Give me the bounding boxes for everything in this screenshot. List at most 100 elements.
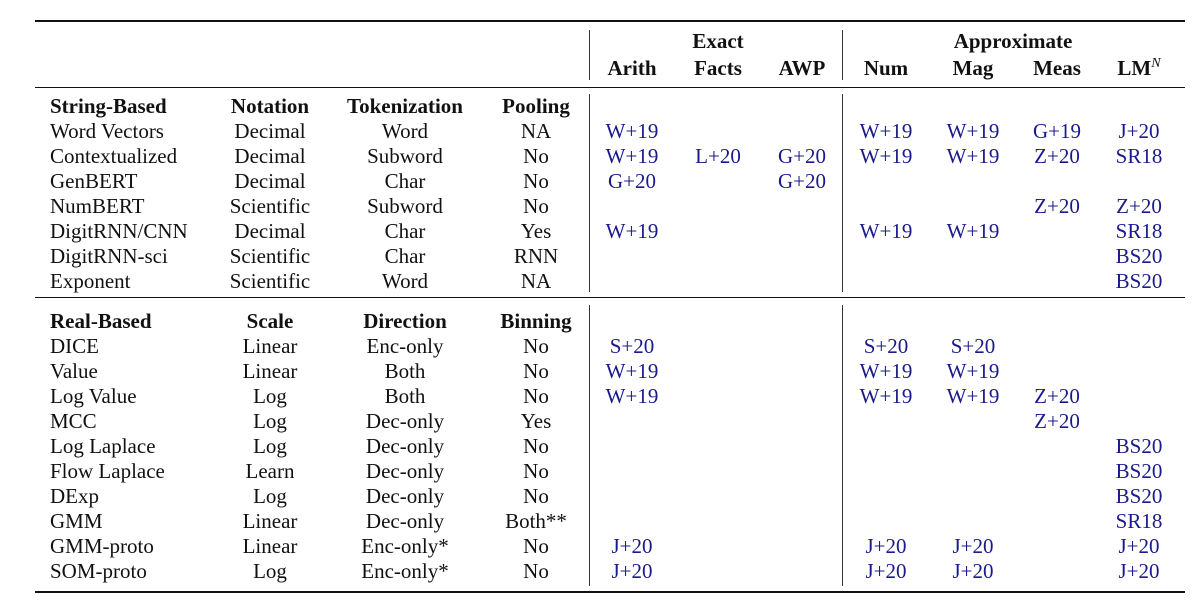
task-header-meas: Meas bbox=[1033, 56, 1081, 80]
citation-mag: W+19 bbox=[946, 144, 1000, 168]
citation-lm: BS20 bbox=[1115, 484, 1163, 508]
citation-arith: J+20 bbox=[611, 559, 653, 583]
citation-mag: W+19 bbox=[946, 359, 1000, 383]
citation-mag: W+19 bbox=[946, 384, 1000, 408]
citation-lm: J+20 bbox=[1118, 559, 1160, 583]
cell-string-col1: Decimal bbox=[234, 144, 306, 168]
citation-meas: Z+20 bbox=[1034, 194, 1080, 218]
citation-arith: W+19 bbox=[605, 119, 659, 143]
task-header-facts: Facts bbox=[694, 56, 742, 80]
citation-arith: J+20 bbox=[611, 534, 653, 558]
method-name: NumBERT bbox=[50, 194, 145, 218]
method-name: Exponent bbox=[50, 269, 131, 293]
separator-right bbox=[842, 30, 843, 80]
separator-left bbox=[589, 30, 590, 80]
cell-string-col1: Scientific bbox=[229, 194, 311, 218]
citation-arith: W+19 bbox=[605, 384, 659, 408]
citation-lm: BS20 bbox=[1115, 244, 1163, 268]
lm-label: LM bbox=[1117, 56, 1152, 80]
real-col-header-3: Binning bbox=[500, 309, 572, 333]
cell-string-col1: Scientific bbox=[229, 269, 311, 293]
cell-real-col3: No bbox=[523, 434, 549, 458]
cell-real-col2: Both bbox=[384, 359, 426, 383]
cell-string-col1: Scientific bbox=[229, 244, 311, 268]
real-col-header-2: Direction bbox=[363, 309, 447, 333]
citation-awp: G+20 bbox=[777, 169, 827, 193]
citation-lm: SR18 bbox=[1115, 219, 1163, 243]
citation-lm: J+20 bbox=[1118, 534, 1160, 558]
method-name: Contextualized bbox=[50, 144, 178, 168]
string-section-header: String-Based bbox=[50, 94, 167, 118]
cell-real-col2: Dec-only bbox=[365, 409, 445, 433]
citation-lm: Z+20 bbox=[1116, 194, 1162, 218]
task-header-lm: LMN bbox=[1117, 56, 1160, 81]
cell-string-col2: Subword bbox=[367, 194, 443, 218]
top-rule bbox=[35, 20, 1185, 22]
task-header-mag: Mag bbox=[952, 56, 994, 80]
cell-real-col3: No bbox=[523, 384, 549, 408]
cell-string-col2: Word bbox=[381, 269, 429, 293]
cell-string-col3: NA bbox=[520, 119, 552, 143]
citation-arith: S+20 bbox=[609, 334, 655, 358]
cell-real-col1: Learn bbox=[245, 459, 295, 483]
cell-real-col2: Dec-only bbox=[365, 509, 445, 533]
cell-real-col3: No bbox=[523, 459, 549, 483]
cell-real-col2: Dec-only bbox=[365, 459, 445, 483]
citation-num: J+20 bbox=[865, 559, 907, 583]
group-header-approximate: Approximate bbox=[953, 29, 1073, 53]
cell-real-col1: Linear bbox=[242, 534, 298, 558]
citation-meas: Z+20 bbox=[1034, 384, 1080, 408]
citation-lm: BS20 bbox=[1115, 434, 1163, 458]
cell-real-col1: Linear bbox=[242, 359, 298, 383]
citation-lm: BS20 bbox=[1115, 459, 1163, 483]
citation-arith: W+19 bbox=[605, 359, 659, 383]
citation-num: W+19 bbox=[859, 359, 913, 383]
citation-num: W+19 bbox=[859, 219, 913, 243]
citation-num: W+19 bbox=[859, 384, 913, 408]
citation-mag: S+20 bbox=[950, 334, 996, 358]
string-col-header-2: Tokenization bbox=[347, 94, 463, 118]
cell-real-col3: No bbox=[523, 484, 549, 508]
section-rule bbox=[35, 297, 1185, 298]
citation-meas: G+19 bbox=[1032, 119, 1082, 143]
citation-arith: G+20 bbox=[607, 169, 657, 193]
method-name: GMM bbox=[50, 509, 103, 533]
cell-real-col2: Dec-only bbox=[365, 484, 445, 508]
method-name: Log Laplace bbox=[50, 434, 156, 458]
real-section-header: Real-Based bbox=[50, 309, 152, 333]
cell-real-col1: Log bbox=[253, 409, 287, 433]
cell-real-col3: No bbox=[523, 534, 549, 558]
method-name: DICE bbox=[50, 334, 99, 358]
cell-string-col3: Yes bbox=[520, 219, 552, 243]
citation-num: J+20 bbox=[865, 534, 907, 558]
cell-real-col1: Log bbox=[253, 434, 287, 458]
separator-left bbox=[589, 305, 590, 586]
string-col-header-3: Pooling bbox=[502, 94, 570, 118]
cell-real-col1: Log bbox=[253, 484, 287, 508]
cell-string-col3: No bbox=[523, 169, 549, 193]
cell-real-col2: Dec-only bbox=[365, 434, 445, 458]
task-header-num: Num bbox=[863, 56, 909, 80]
cell-string-col3: No bbox=[523, 144, 549, 168]
separator-right bbox=[842, 305, 843, 586]
cell-string-col2: Char bbox=[384, 219, 426, 243]
cell-string-col2: Word bbox=[381, 119, 429, 143]
cell-string-col1: Decimal bbox=[234, 169, 306, 193]
citation-lm: SR18 bbox=[1115, 509, 1163, 533]
cell-real-col3: No bbox=[523, 559, 549, 583]
citation-lm: J+20 bbox=[1118, 119, 1160, 143]
method-name: SOM-proto bbox=[50, 559, 147, 583]
method-name: MCC bbox=[50, 409, 97, 433]
citation-mag: W+19 bbox=[946, 119, 1000, 143]
cell-string-col2: Subword bbox=[367, 144, 443, 168]
bottom-rule bbox=[35, 591, 1185, 593]
citation-meas: Z+20 bbox=[1034, 409, 1080, 433]
method-name: GenBERT bbox=[50, 169, 138, 193]
citation-mag: J+20 bbox=[952, 559, 994, 583]
cell-real-col3: No bbox=[523, 359, 549, 383]
cell-real-col3: Both** bbox=[505, 509, 567, 533]
citation-num: S+20 bbox=[863, 334, 909, 358]
cell-real-col1: Log bbox=[253, 559, 287, 583]
citation-mag: J+20 bbox=[952, 534, 994, 558]
method-name: DExp bbox=[50, 484, 99, 508]
